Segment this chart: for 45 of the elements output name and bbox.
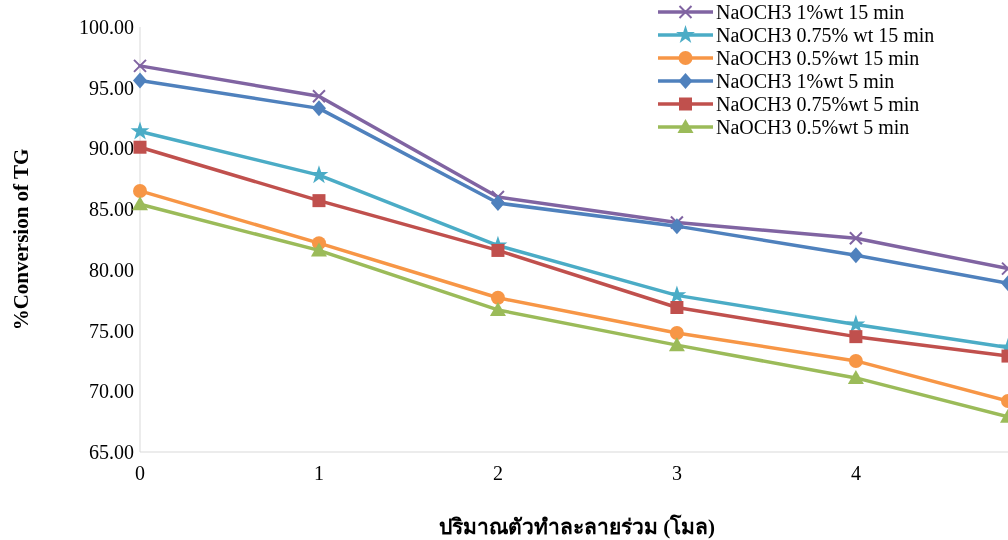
point	[669, 218, 684, 235]
point	[490, 195, 505, 212]
x-tick-label: 2	[492, 462, 503, 484]
legend-label: NaOCH3 1%wt 15 min	[716, 1, 905, 23]
point	[491, 243, 505, 257]
point	[848, 247, 863, 264]
point	[848, 231, 863, 246]
y-axis-title: %Conversion of TG	[9, 148, 33, 331]
x-tick-label: 3	[671, 462, 682, 484]
point	[133, 58, 147, 73]
point	[490, 290, 505, 305]
point	[133, 72, 147, 89]
point	[847, 369, 864, 384]
x-tick-label: 4	[850, 462, 861, 484]
point	[312, 194, 326, 208]
y-tick-label: 95.00	[89, 76, 134, 99]
y-tick-label: 65.00	[89, 441, 134, 463]
x-tick-label: 0	[135, 462, 145, 484]
legend-label: NaOCH3 0.75%wt 5 min	[716, 93, 920, 115]
point	[846, 314, 866, 333]
x-axis-title: ปริมาณตัวทำละลายร่วม (โมล)	[438, 514, 716, 539]
point	[130, 121, 150, 140]
y-tick-label: 85.00	[89, 198, 134, 221]
x-tick-label: 1	[313, 462, 324, 484]
legend-label: NaOCH3 0.75% wt 15 min	[716, 24, 935, 46]
y-tick-label: 70.00	[89, 380, 134, 403]
legend-label: NaOCH3 0.5%wt 15 min	[716, 47, 920, 69]
point	[133, 183, 147, 198]
legend-label: NaOCH3 1%wt 5 min	[716, 70, 895, 92]
point	[132, 196, 148, 211]
legend-label: NaOCH3 0.5%wt 5 min	[716, 116, 910, 138]
point	[310, 242, 327, 257]
point	[489, 301, 506, 316]
y-tick-label: 75.00	[89, 319, 134, 342]
y-tick-label: 100.00	[79, 16, 134, 38]
point	[849, 330, 863, 344]
point	[669, 326, 684, 340]
point	[311, 100, 326, 117]
y-tick-label: 90.00	[89, 137, 134, 160]
y-tick-label: 80.00	[89, 258, 134, 281]
point	[668, 337, 685, 352]
point	[848, 353, 863, 368]
point	[133, 140, 147, 154]
point	[311, 89, 326, 104]
point	[670, 301, 684, 314]
